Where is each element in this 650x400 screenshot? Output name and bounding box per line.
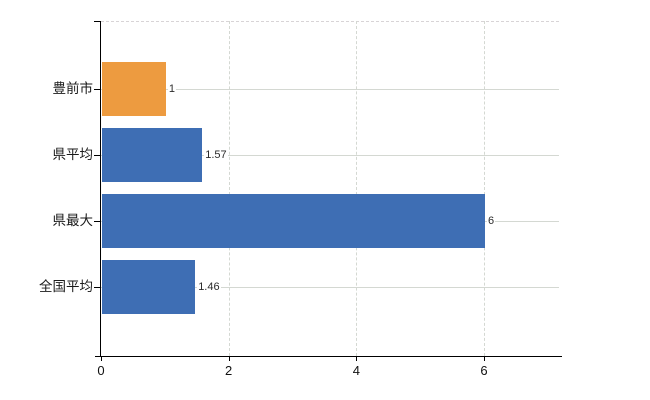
bar [102,62,166,116]
bar [102,128,203,182]
y-axis-tick [94,89,100,90]
x-tick-label: 0 [97,363,105,378]
x-axis-tick [484,356,485,361]
x-gridline [484,21,485,356]
value-label: 6 [487,214,496,228]
y-axis-top-tick [94,21,100,22]
x-gridline [356,21,358,356]
x-axis-tick [228,356,230,361]
x-axis-tick [101,356,102,361]
x-tick-label: 4 [352,363,360,378]
category-label: 豊前市 [52,81,94,96]
value-label: 1.46 [197,280,221,294]
x-axis-tick [356,356,358,361]
category-label: 県最大 [52,213,94,228]
plot-top-gridline [101,21,559,22]
y-axis-tick [94,287,100,288]
row-gridline [101,89,559,90]
y-axis-line [100,21,101,356]
x-tick-label: 2 [225,363,233,378]
row-gridline [101,155,559,156]
bar [102,260,196,314]
x-gridline [228,21,230,356]
x-axis-line [95,356,562,357]
value-label: 1 [167,82,176,96]
x-tick-label: 6 [480,363,488,378]
value-label: 1.57 [204,148,228,162]
y-axis-tick [94,221,100,222]
bar [102,194,485,248]
category-label: 県平均 [52,147,94,162]
y-axis-tick [94,155,100,156]
row-gridline [101,287,559,288]
category-label: 全国平均 [39,279,93,294]
